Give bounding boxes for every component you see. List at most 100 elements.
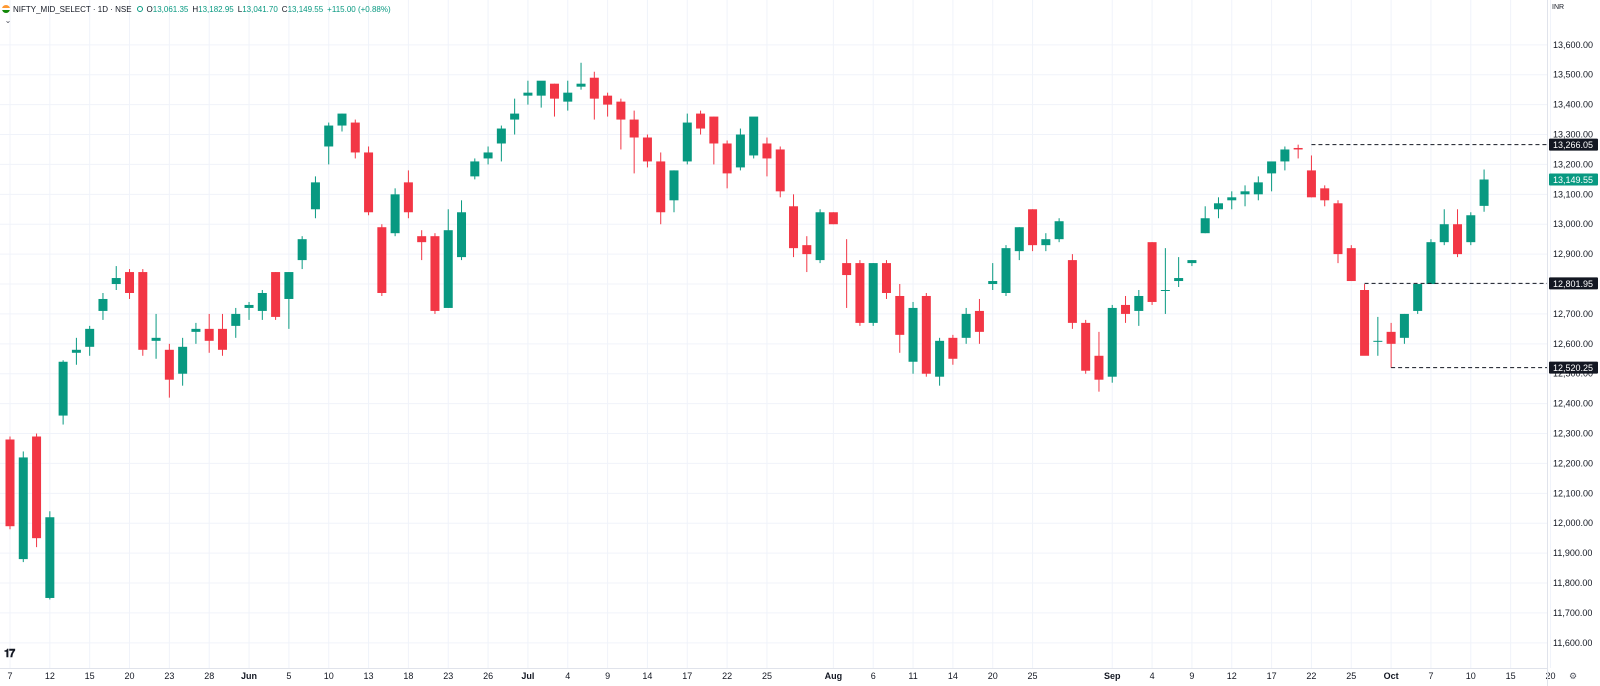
candle-body: [32, 436, 42, 539]
candle-body: [297, 239, 307, 261]
candle-body: [1081, 322, 1091, 371]
candle-body: [164, 349, 174, 380]
x-tick-label: 26: [483, 671, 493, 681]
x-tick-label: 22: [722, 671, 732, 681]
symbol-title[interactable]: NIFTY_MID_SELECT · 1D · NSE: [13, 4, 132, 14]
candle-body: [324, 125, 334, 147]
candle-body: [71, 349, 81, 353]
candle-body: [1386, 331, 1396, 344]
candle-body: [789, 206, 799, 249]
x-tick-label: 22: [1306, 671, 1316, 681]
x-tick-label: 9: [605, 671, 610, 681]
candle-body: [1107, 307, 1117, 377]
x-tick-label: 25: [1028, 671, 1038, 681]
x-tick-label: 11: [908, 671, 917, 681]
candle-body: [642, 137, 652, 162]
candle-body: [403, 182, 413, 213]
price-tag-label: 12,520.25: [1553, 363, 1593, 373]
candle-body: [1267, 161, 1277, 174]
candle-body: [191, 328, 201, 332]
low-value: L13,041.70: [237, 4, 278, 14]
x-tick-label: 7: [1428, 671, 1433, 681]
candle-body: [217, 328, 227, 350]
candle-body: [364, 152, 374, 213]
candle-body: [629, 119, 639, 138]
close-value: C13,149.55: [281, 4, 324, 14]
gear-icon[interactable]: ⚙: [1569, 671, 1578, 681]
currency-label[interactable]: INR: [1552, 4, 1565, 11]
y-tick-label: 13,200.00: [1553, 159, 1593, 169]
y-tick-label: 13,500.00: [1553, 70, 1593, 80]
candle-body: [842, 263, 852, 276]
price-tag: [1549, 173, 1598, 186]
price-tag-label: 13,266.05: [1553, 140, 1593, 150]
candle-body: [1373, 340, 1383, 342]
candle-body: [895, 295, 905, 335]
candle-body: [390, 194, 400, 234]
candle-body: [271, 272, 281, 317]
x-tick-label: 13: [364, 671, 374, 681]
candle-body: [1200, 218, 1210, 234]
candle-body: [603, 95, 613, 105]
candle-body: [496, 128, 506, 144]
x-tick-label: 14: [948, 671, 958, 681]
x-tick-label: Oct: [1384, 671, 1399, 681]
candle-body: [457, 212, 467, 258]
x-tick-label: 7: [7, 671, 12, 681]
candle-body: [1399, 313, 1409, 338]
candle-body: [948, 337, 958, 359]
x-tick-label: 20: [1545, 671, 1555, 681]
x-tick-label: 12: [45, 671, 55, 681]
candle-body: [749, 116, 759, 156]
x-tick-label: 5: [286, 671, 291, 681]
candle-body: [908, 307, 918, 362]
candle-body: [1306, 170, 1316, 198]
candle-body: [111, 278, 121, 285]
x-tick-label: 12: [1227, 671, 1237, 681]
candle-body: [204, 328, 214, 341]
x-tick-label: 14: [642, 671, 652, 681]
candle-body: [616, 101, 626, 120]
x-tick-label: 10: [1466, 671, 1476, 681]
candle-body: [85, 328, 95, 347]
candle-body: [1147, 242, 1157, 302]
candle-body: [709, 116, 719, 144]
symbol-legend: NIFTY_MID_SELECT · 1D · NSE O13,061.35 H…: [2, 2, 395, 16]
candle-body: [589, 77, 599, 99]
candle-body: [350, 122, 360, 153]
candle-body: [669, 170, 679, 201]
candle-body: [656, 161, 666, 213]
y-tick-label: 11,800.00: [1553, 578, 1592, 588]
candle-body: [5, 439, 15, 527]
y-tick-label: 12,600.00: [1553, 339, 1593, 349]
candle-body: [828, 212, 838, 225]
candle-body: [1333, 203, 1343, 255]
candle-body: [881, 263, 891, 293]
x-tick-label: Aug: [825, 671, 843, 681]
x-tick-label: 23: [443, 671, 453, 681]
candle-body: [231, 313, 241, 326]
candle-body: [1293, 147, 1303, 150]
tradingview-logo-icon[interactable]: 𝟏𝟕: [4, 648, 15, 660]
candle-body: [1479, 179, 1489, 206]
candle-body: [1174, 278, 1184, 282]
chevron-down-icon[interactable]: ⌄: [4, 16, 12, 25]
candle-body: [1426, 242, 1436, 285]
candle-body: [536, 80, 546, 96]
candle-body: [815, 212, 825, 261]
market-status-icon: [136, 6, 143, 12]
open-value: O13,061.35: [146, 4, 189, 14]
price-tag-label: 13,149.55: [1553, 175, 1593, 185]
candle-body: [1014, 227, 1024, 252]
candle-body: [1439, 224, 1449, 243]
candle-body: [138, 272, 148, 350]
candle-body: [284, 272, 294, 299]
x-tick-label: Jun: [241, 671, 257, 681]
candle-body: [523, 92, 533, 96]
y-tick-label: 13,400.00: [1553, 100, 1593, 110]
x-tick-label: 28: [204, 671, 214, 681]
candle-body: [1028, 209, 1038, 246]
candle-body: [1054, 221, 1064, 240]
y-tick-label: 12,400.00: [1553, 399, 1593, 409]
